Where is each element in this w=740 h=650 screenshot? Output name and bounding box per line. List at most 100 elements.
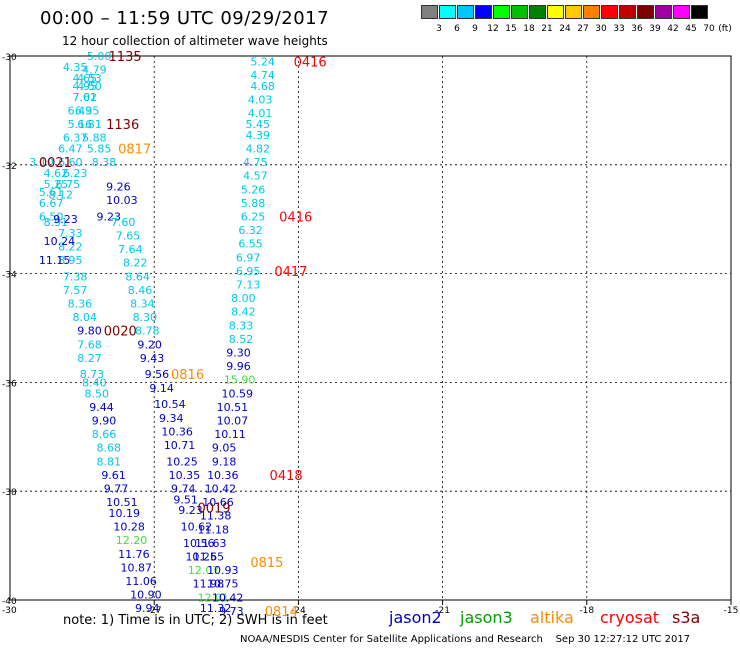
pass-time-label: 1135 — [109, 50, 142, 65]
legend-label-21: 21 — [541, 24, 553, 34]
legend-swatch-42 — [655, 5, 672, 19]
wave-height-label: 9.23 — [178, 504, 203, 517]
chart-subtitle: 12 hour collection of altimeter wave hei… — [62, 34, 328, 48]
wave-height-label: 9.94 — [135, 602, 160, 615]
wave-height-label: 5.16 — [68, 118, 93, 131]
legend-label-24: 24 — [559, 24, 571, 34]
wave-height-label: 8.30 — [133, 311, 158, 324]
wave-height-label: 6.97 — [236, 251, 261, 264]
wave-height-label: 9.14 — [149, 382, 174, 395]
wave-height-label: 10.24 — [44, 235, 76, 248]
y-tick-label: -40 — [2, 597, 17, 607]
legend-label-15: 15 — [505, 24, 517, 34]
wave-height-label: 4.01 — [248, 107, 273, 120]
footer-credit: NOAA/NESDIS Center for Satellite Applica… — [240, 634, 691, 645]
wave-height-label: 10.87 — [121, 561, 153, 574]
wave-height-label: 8.91 — [44, 216, 69, 229]
wave-height-label: 12.07 — [188, 564, 220, 577]
wave-height-label: 8.40 — [82, 376, 107, 389]
wave-height-label: 8.78 — [135, 325, 160, 338]
legend-swatch-9 — [457, 5, 474, 19]
wave-height-label: 8.81 — [97, 455, 122, 468]
legend-swatch-36 — [619, 5, 636, 19]
wave-height-label: 11.65 — [193, 550, 225, 563]
wave-height-label: 4.03 — [248, 94, 273, 107]
x-tick-label: -24 — [291, 606, 306, 616]
wave-height-label: 8.36 — [68, 298, 93, 311]
wave-height-label: 6.35 — [75, 104, 100, 117]
legend-swatch-24 — [547, 5, 564, 19]
y-tick-label: -32 — [2, 162, 17, 172]
wave-height-label: 7.64 — [118, 243, 142, 256]
wave-height-label: 9.44 — [89, 401, 114, 414]
wave-height-label: 15.90 — [224, 374, 256, 387]
wave-height-label: 3.10 — [29, 156, 54, 169]
wave-height-label: 6.55 — [238, 238, 262, 251]
pass-time-label: 0816 — [171, 368, 204, 383]
wave-height-label: 10.71 — [164, 439, 196, 452]
pass-time-label: 0417 — [274, 265, 307, 280]
legend-label-6: 6 — [454, 24, 460, 34]
wave-height-label: 4.79 — [82, 64, 107, 77]
wave-height-label: 10.25 — [185, 550, 217, 563]
wave-height-label: 9.34 — [159, 412, 184, 425]
legend-label-9: 9 — [472, 24, 478, 34]
wave-height-label: 8.04 — [72, 311, 97, 324]
legend-label-39: 39 — [649, 24, 661, 34]
y-tick-label: -36 — [2, 379, 17, 389]
wave-height-label: 5.25 — [44, 178, 69, 191]
wave-height-label: 11.32 — [200, 602, 232, 615]
x-tick-label: -18 — [579, 606, 594, 616]
wave-height-label: 6.50 — [39, 210, 64, 223]
satellite-label-altika: altika — [530, 608, 574, 627]
legend-swatch-18 — [511, 5, 528, 19]
wave-height-label: 9.61 — [101, 469, 126, 482]
wave-height-label: 9.05 — [212, 442, 237, 455]
wave-height-label: 9.26 — [106, 181, 131, 194]
wave-height-label: 5.85 — [87, 142, 112, 155]
wave-height-label: 10.35 — [169, 469, 201, 482]
wave-height-label: 7.38 — [63, 270, 88, 283]
pass-time-label: 0817 — [118, 142, 151, 157]
wave-height-label: 10.25 — [166, 455, 198, 468]
wave-height-label: 9.74 — [171, 482, 196, 495]
wave-height-label: 8.34 — [130, 298, 155, 311]
wave-height-label: 12.20 — [116, 534, 148, 547]
wave-height-label: 6.60 — [58, 156, 83, 169]
x-tick-label: -15 — [724, 606, 739, 616]
wave-height-label: 4.35 — [63, 61, 88, 74]
wave-height-label: 5.00 — [87, 50, 112, 63]
legend-swatch-30 — [583, 5, 600, 19]
wave-height-label: 8.46 — [128, 284, 153, 297]
wave-height-label: 7.60 — [111, 216, 136, 229]
wave-height-label: 9.90 — [92, 414, 117, 427]
wave-height-label: 8.52 — [229, 333, 254, 346]
wave-height-label: 8.64 — [125, 270, 150, 283]
wave-height-label: 10.90 — [130, 589, 162, 602]
wave-height-label: 4.62 — [44, 167, 69, 180]
legend-swatch-27 — [565, 5, 582, 19]
wave-height-label: 10.93 — [207, 564, 239, 577]
wave-height-label: 5.45 — [246, 118, 271, 131]
wave-height-label: 11.18 — [197, 523, 229, 536]
wave-height-label: 7.65 — [116, 230, 141, 243]
chart-note: note: 1) Time is in UTC; 2) SWH is in fe… — [63, 613, 328, 628]
pass-time-label: 1136 — [106, 118, 139, 133]
wave-height-label: 6.25 — [241, 210, 266, 223]
wave-height-label: 8.22 — [123, 257, 148, 270]
wave-height-label: 8.12 — [48, 189, 73, 202]
wave-height-label: 4.82 — [246, 142, 271, 155]
wave-height-label: 4.65 — [72, 72, 97, 85]
wave-height-label: 5.26 — [241, 183, 266, 196]
wave-height-label: 6.49 — [68, 104, 93, 117]
wave-height-label: 9.23 — [53, 213, 77, 226]
wave-height-label: 9.20 — [137, 338, 162, 351]
pass-time-label: 0418 — [270, 469, 303, 484]
wave-height-label: 9.43 — [140, 352, 165, 365]
wave-height-label: 5.61 — [39, 186, 64, 199]
pass-time-label: 0815 — [250, 556, 283, 571]
wave-height-label: 10.42 — [205, 482, 237, 495]
wave-height-label: 8.68 — [97, 442, 122, 455]
wave-height-label: 8.42 — [231, 306, 256, 319]
legend-swatch-45 — [673, 5, 690, 19]
